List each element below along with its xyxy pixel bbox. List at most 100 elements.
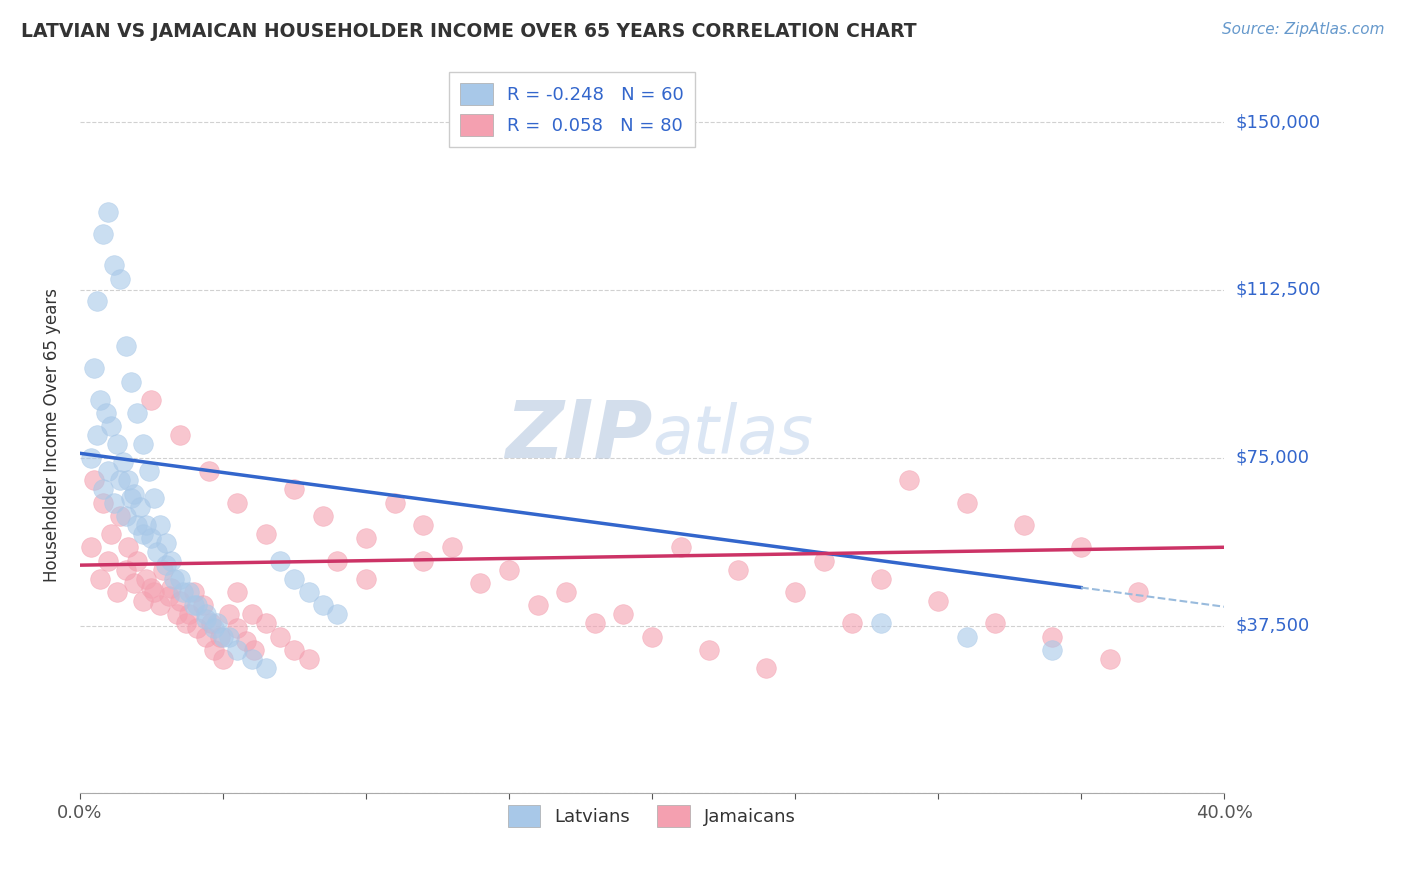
Point bbox=[200, 616, 222, 631]
Point bbox=[114, 339, 136, 353]
Point bbox=[105, 585, 128, 599]
Point bbox=[149, 517, 172, 532]
Point bbox=[114, 563, 136, 577]
Point bbox=[191, 599, 214, 613]
Point bbox=[235, 634, 257, 648]
Point bbox=[312, 508, 335, 523]
Point bbox=[727, 563, 749, 577]
Point bbox=[984, 616, 1007, 631]
Point bbox=[755, 661, 778, 675]
Point bbox=[612, 607, 634, 622]
Point bbox=[155, 535, 177, 549]
Point bbox=[269, 554, 291, 568]
Point bbox=[202, 643, 225, 657]
Point bbox=[91, 227, 114, 241]
Point bbox=[135, 572, 157, 586]
Point bbox=[138, 464, 160, 478]
Point bbox=[202, 621, 225, 635]
Point bbox=[226, 495, 249, 509]
Point bbox=[194, 612, 217, 626]
Point bbox=[243, 643, 266, 657]
Point bbox=[226, 621, 249, 635]
Point bbox=[105, 437, 128, 451]
Point bbox=[132, 437, 155, 451]
Point bbox=[166, 607, 188, 622]
Point bbox=[91, 495, 114, 509]
Point bbox=[89, 572, 111, 586]
Point bbox=[186, 599, 208, 613]
Point bbox=[94, 406, 117, 420]
Point bbox=[197, 464, 219, 478]
Point bbox=[169, 428, 191, 442]
Point bbox=[122, 576, 145, 591]
Point bbox=[172, 585, 194, 599]
Point bbox=[194, 630, 217, 644]
Point bbox=[927, 594, 949, 608]
Point bbox=[956, 630, 979, 644]
Point bbox=[898, 473, 921, 487]
Point bbox=[117, 541, 139, 555]
Point bbox=[218, 630, 240, 644]
Point bbox=[100, 419, 122, 434]
Point bbox=[125, 554, 148, 568]
Point bbox=[218, 607, 240, 622]
Point bbox=[783, 585, 806, 599]
Point bbox=[526, 599, 548, 613]
Point bbox=[298, 585, 321, 599]
Point bbox=[354, 531, 377, 545]
Point bbox=[1070, 541, 1092, 555]
Point bbox=[97, 204, 120, 219]
Point bbox=[470, 576, 492, 591]
Point bbox=[194, 607, 217, 622]
Point bbox=[326, 607, 349, 622]
Point bbox=[108, 473, 131, 487]
Point bbox=[143, 491, 166, 505]
Point bbox=[80, 541, 103, 555]
Point bbox=[157, 590, 180, 604]
Legend: Latvians, Jamaicans: Latvians, Jamaicans bbox=[501, 798, 803, 834]
Point bbox=[384, 495, 406, 509]
Point bbox=[254, 526, 277, 541]
Point bbox=[177, 585, 200, 599]
Point bbox=[114, 508, 136, 523]
Text: atlas: atlas bbox=[652, 402, 813, 468]
Point bbox=[1098, 652, 1121, 666]
Y-axis label: Householder Income Over 65 years: Householder Income Over 65 years bbox=[44, 288, 60, 582]
Point bbox=[141, 531, 163, 545]
Point bbox=[186, 621, 208, 635]
Point bbox=[103, 258, 125, 272]
Point bbox=[498, 563, 520, 577]
Point bbox=[132, 594, 155, 608]
Text: $150,000: $150,000 bbox=[1236, 113, 1320, 131]
Point bbox=[160, 554, 183, 568]
Point bbox=[83, 473, 105, 487]
Point bbox=[208, 630, 231, 644]
Point bbox=[226, 643, 249, 657]
Point bbox=[103, 495, 125, 509]
Point bbox=[1042, 643, 1064, 657]
Point bbox=[89, 392, 111, 407]
Point bbox=[254, 661, 277, 675]
Point bbox=[108, 508, 131, 523]
Point bbox=[326, 554, 349, 568]
Point bbox=[312, 599, 335, 613]
Point bbox=[583, 616, 606, 631]
Point bbox=[125, 517, 148, 532]
Point bbox=[212, 630, 235, 644]
Point bbox=[120, 491, 142, 505]
Point bbox=[869, 616, 891, 631]
Point bbox=[111, 455, 134, 469]
Point bbox=[212, 652, 235, 666]
Text: $37,500: $37,500 bbox=[1236, 616, 1309, 634]
Point bbox=[841, 616, 863, 631]
Point bbox=[555, 585, 578, 599]
Point bbox=[155, 558, 177, 573]
Point bbox=[91, 482, 114, 496]
Point bbox=[1012, 517, 1035, 532]
Point bbox=[412, 554, 434, 568]
Point bbox=[122, 486, 145, 500]
Point bbox=[183, 599, 205, 613]
Text: $112,500: $112,500 bbox=[1236, 281, 1320, 299]
Point bbox=[129, 500, 152, 514]
Point bbox=[283, 643, 305, 657]
